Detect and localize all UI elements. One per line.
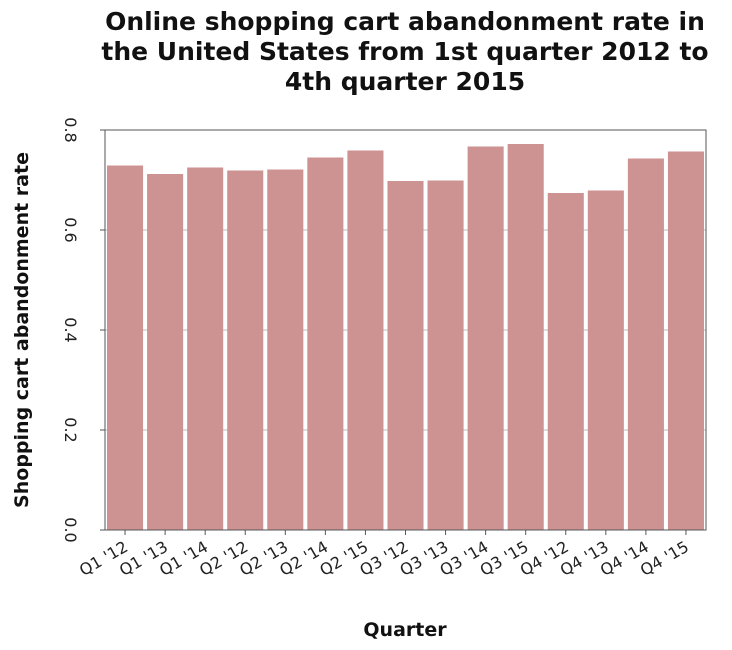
bar (267, 169, 304, 530)
bar (227, 170, 264, 530)
bar (507, 144, 544, 530)
bar (187, 167, 224, 530)
y-axis-label: Shopping cart abandonment rate (11, 152, 33, 508)
bar (667, 151, 704, 530)
y-tick-label: 0.8 (61, 117, 80, 142)
y-tick-label: 0.6 (61, 217, 80, 242)
bar (307, 157, 344, 530)
y-tick-label: 0.4 (61, 317, 80, 342)
y-tick-label: 0.2 (61, 417, 80, 442)
y-tick-label: 0.0 (61, 517, 80, 542)
bar (467, 146, 504, 530)
x-axis-label: Quarter (363, 619, 447, 641)
chart-title-line-2: the United States from 1st quarter 2012 … (101, 37, 708, 66)
bar (347, 150, 384, 530)
chart-title-line-1: Online shopping cart abandonment rate in (105, 7, 705, 36)
bars (107, 144, 704, 530)
y-axis-ticks: 0.0 0.2 0.4 0.6 0.8 (61, 117, 105, 543)
bar (427, 180, 464, 530)
bar (107, 165, 144, 530)
bar (627, 158, 664, 530)
bar (587, 190, 624, 530)
bar (547, 193, 584, 530)
chart-title-line-3: 4th quarter 2015 (285, 67, 525, 96)
bar (147, 174, 184, 530)
bar (387, 181, 424, 530)
